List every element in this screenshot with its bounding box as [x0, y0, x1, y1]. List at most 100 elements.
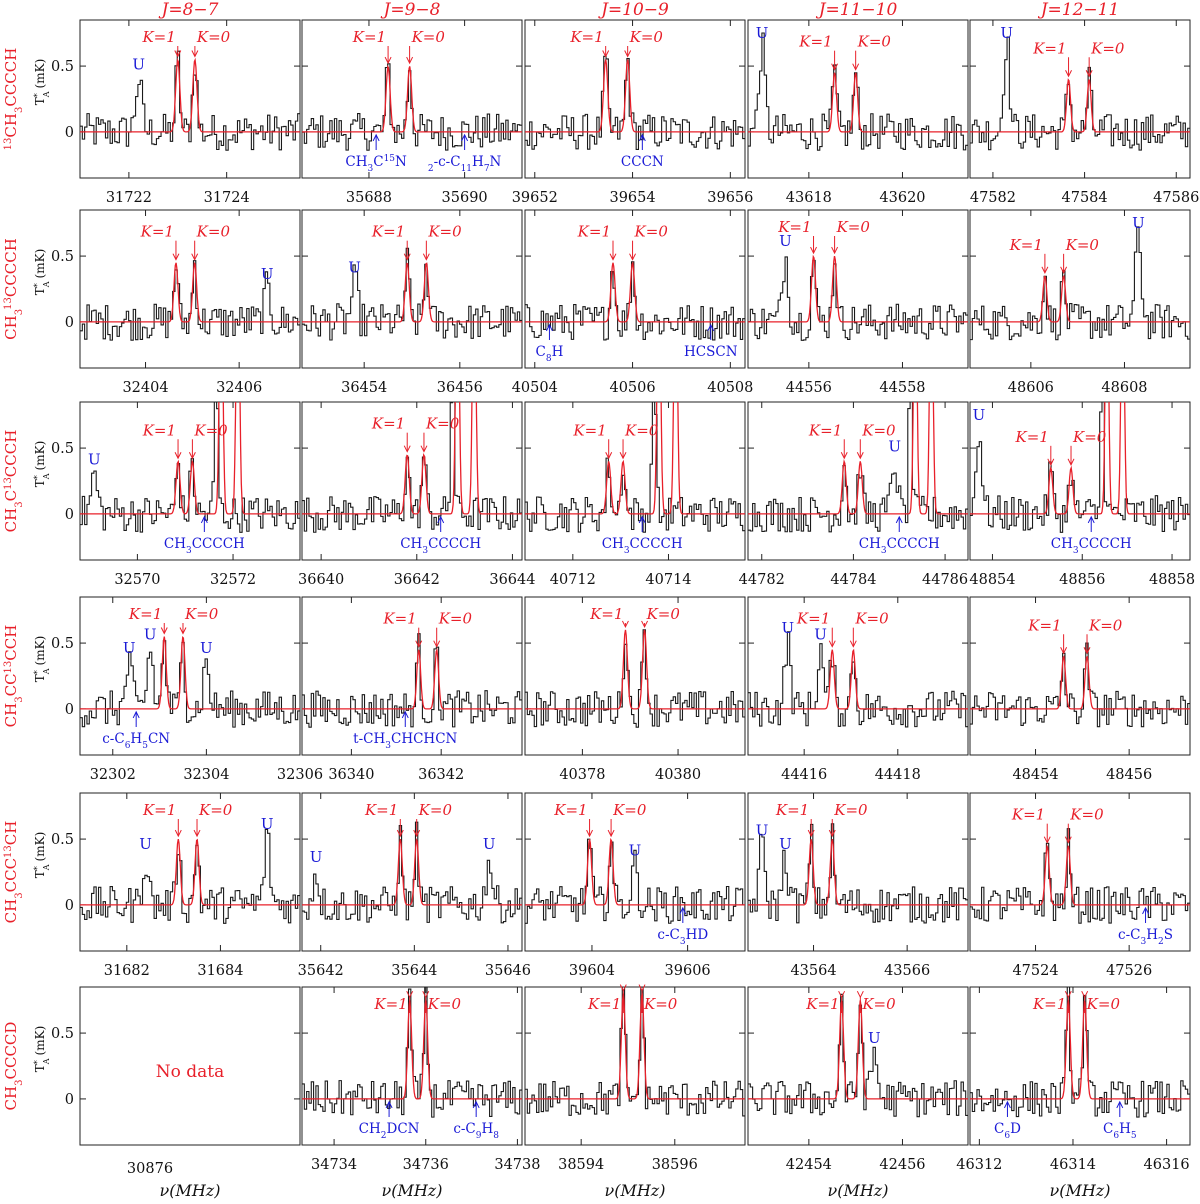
panel-r0-c0: 0.5 0 31722 31724 K=1 K=0 U	[51, 19, 301, 206]
k1-label: K=1	[141, 28, 175, 46]
panel-plot	[748, 631, 968, 728]
k1-arrowhead	[1060, 647, 1068, 655]
column-title-3: J=11−10	[816, 0, 898, 20]
k1-label: K=1	[775, 801, 809, 819]
k1-label: K=1	[382, 610, 416, 628]
x-tick-label: 44556	[786, 380, 832, 396]
row-label-text-5: CH3CCCCD	[2, 1022, 25, 1111]
panel-plot	[302, 821, 522, 924]
panel-frame	[79, 401, 301, 561]
k1-label: K=1	[805, 995, 839, 1013]
model-spectrum	[970, 654, 1190, 710]
x-tick-label: 34734	[311, 1157, 357, 1173]
k1-label: K=1	[128, 605, 162, 623]
k1-label: K=1	[1032, 39, 1066, 57]
x-axis-title-2: ν(MHz)	[605, 1181, 666, 1200]
panel-r0-c1: 35688 35690 K=1 K=0 CH3C15N 2-c-C11H7N	[301, 19, 523, 206]
panel-frame	[524, 401, 746, 561]
k0-label: K=0	[857, 33, 892, 51]
panel-plot	[748, 402, 968, 533]
k1-label: K=1	[808, 421, 842, 439]
u-label: U	[144, 626, 157, 644]
species-arrowhead	[638, 133, 646, 142]
panel-r3-c2: 40378 40380 K=1 K=0	[524, 596, 746, 783]
k0-label: K=0	[1065, 236, 1100, 254]
k1-arrowhead	[609, 253, 617, 261]
model-spectrum	[525, 59, 745, 133]
panel-plot	[970, 36, 1190, 151]
x-tick-label: 32572	[210, 572, 256, 588]
species-label: CH3CCCCH	[1051, 536, 1132, 556]
y-tick-label: 0.5	[51, 832, 74, 848]
x-tick-label: 31682	[104, 963, 150, 979]
x-tick-label: 36642	[394, 572, 440, 588]
panel-frame	[524, 19, 746, 179]
observed-spectrum	[748, 32, 968, 151]
k1-arrowhead	[838, 990, 846, 999]
x-tick-label: 42454	[786, 1157, 832, 1173]
observed-spectrum	[302, 247, 522, 341]
y-axis-label-4: T*A(mK)	[33, 832, 51, 879]
species-label: 2-c-C11H7N	[428, 154, 502, 174]
observed-spectrum	[970, 402, 1190, 533]
k0-label: K=0	[438, 610, 473, 628]
k1-label: K=1	[142, 801, 176, 819]
row-label-text-0: 13CH3CCCCH	[2, 48, 25, 151]
row-labels: 13CH3CCCCH CH313CCCCH CH3C13CCCH CH3CC13CCH…	[2, 48, 51, 1111]
k0-arrowhead	[856, 990, 864, 999]
model-spectrum	[80, 402, 300, 515]
k1-label: K=1	[587, 995, 621, 1013]
panel-r4-c3: 43564 43566 K=1 K=0 UU	[747, 792, 969, 979]
model-spectrum	[302, 647, 522, 710]
panel-plot	[970, 987, 1190, 1118]
panel-plot	[302, 247, 522, 341]
k1-arrowhead	[840, 452, 848, 460]
panel-frame	[301, 19, 523, 179]
column-title-0: J=8−7	[159, 0, 219, 20]
panel-r4-c0: 0.5 0 31682 31684 K=1 K=0 U U	[51, 792, 301, 979]
x-tick-label: 44416	[781, 767, 827, 783]
model-spectrum	[970, 274, 1190, 323]
x-tick-label: 48854	[969, 572, 1015, 588]
model-spectrum	[80, 57, 300, 133]
x-tick-label: 43566	[884, 963, 930, 979]
species-arrowhead	[895, 515, 903, 524]
k0-arrowhead	[856, 452, 864, 460]
panel-frame	[969, 209, 1191, 369]
k0-label: K=0	[1069, 806, 1104, 824]
row-label-text-2: CH3C13CCCH	[2, 430, 25, 533]
species-label: t-CH3CHCHCN	[353, 731, 457, 751]
x-tick-label: 40712	[550, 572, 596, 588]
x-tick-label: 47582	[970, 190, 1016, 206]
panel-frame	[969, 792, 1191, 952]
y-tick-label: 0	[65, 1092, 74, 1108]
x-tick-label: 39606	[665, 963, 711, 979]
k1-arrowhead	[403, 253, 411, 261]
x-tick-label: 35642	[298, 963, 344, 979]
observed-spectrum	[302, 633, 522, 728]
k0-arrowhead	[1060, 266, 1068, 274]
x-axis-titles: ν(MHz) ν(MHz) ν(MHz) ν(MHz) ν(MHz)	[160, 1181, 1111, 1200]
panel-plot	[525, 837, 745, 924]
observed-spectrum	[748, 823, 968, 924]
k1-label: K=1	[796, 610, 830, 628]
panel-r5-c4: 46312 46314 46316 K=1 K=0 C6D C6H5	[956, 986, 1191, 1173]
x-tick-label: 44558	[879, 380, 925, 396]
k1-label: K=1	[371, 415, 405, 433]
k1-arrowhead	[810, 246, 817, 255]
panel-r3-c4: 48454 48456 K=1 K=0	[969, 596, 1191, 783]
k0-label: K=0	[196, 28, 231, 46]
y-axis-label-3: T*A(mK)	[33, 636, 51, 683]
model-spectrum	[80, 261, 300, 323]
k1-label: K=1	[142, 421, 176, 439]
row-label-text-4: CH3CCC13CH	[2, 821, 25, 924]
row-label-4: CH3CCC13CH	[2, 821, 25, 924]
u-label: U	[132, 55, 145, 73]
panel-plot	[970, 226, 1190, 341]
y-tick-label: 0	[65, 702, 74, 718]
k0-arrowhead	[433, 640, 441, 648]
species-arrowhead	[1087, 515, 1095, 524]
k0-arrowhead	[629, 253, 637, 261]
k1-arrowhead	[172, 253, 180, 261]
panel-r3-c1: 36340 36342 K=1 K=0 t-CH3CHCHCN	[301, 596, 523, 783]
